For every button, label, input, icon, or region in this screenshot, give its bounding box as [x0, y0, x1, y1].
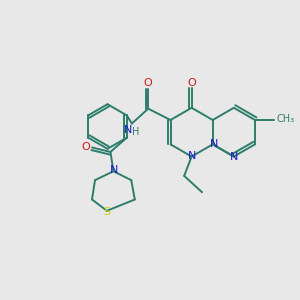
Text: O: O [144, 78, 153, 88]
Text: N: N [209, 140, 218, 149]
Text: O: O [187, 77, 196, 88]
Text: N: N [124, 125, 133, 135]
Text: S: S [103, 207, 110, 217]
Text: H: H [132, 128, 139, 137]
Text: CH₃: CH₃ [277, 114, 295, 124]
Text: O: O [81, 142, 90, 152]
Text: N: N [230, 152, 238, 162]
Text: N: N [188, 151, 196, 160]
Text: N: N [110, 165, 118, 175]
